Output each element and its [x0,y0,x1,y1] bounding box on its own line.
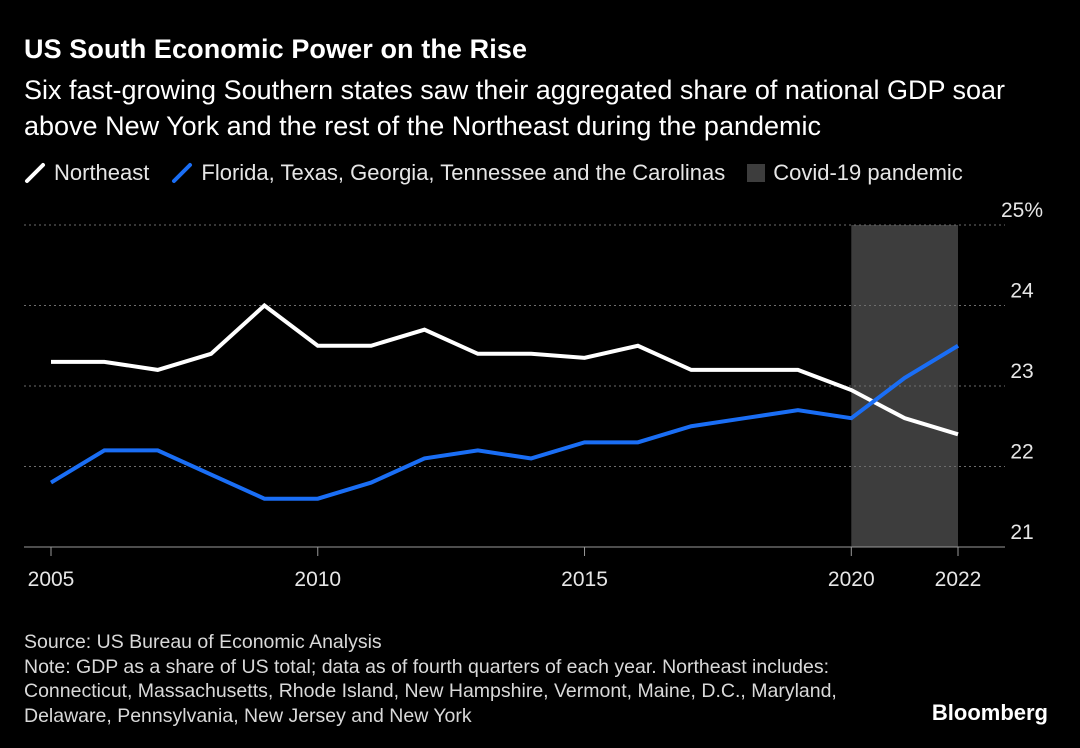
footer: Source: US Bureau of Economic Analysis N… [24,630,844,728]
source-text: Source: US Bureau of Economic Analysis [24,631,382,653]
x-tick-label-2005: 2005 [28,568,75,591]
legend-item-northeast: Northeast [24,160,149,186]
legend-line-northeast-icon [25,163,45,183]
chart-title: US South Economic Power on the Rise [24,34,528,64]
chart-subtitle: Six fast-growing Southern states saw the… [24,75,1006,141]
y-tick-label-21: 21 [1010,521,1033,544]
x-tick-label-2022: 2022 [935,568,982,591]
legend-label-pandemic: Covid-19 pandemic [773,160,963,185]
bloomberg-logo: Bloomberg [931,700,1048,725]
y-tick-label-22: 22 [1010,441,1033,464]
legend-item-south: Florida, Texas, Georgia, Tennessee and t… [171,160,725,186]
x-tick-label-2020: 2020 [828,568,875,591]
note-text: Note: GDP as a share of US total; data a… [24,655,837,727]
x-tick-label-2015: 2015 [561,568,608,591]
y-tick-label-24: 24 [1010,280,1034,303]
series-line-south [49,344,960,501]
legend: Northeast Florida, Texas, Georgia, Tenne… [24,158,985,188]
y-tick-label-25: 25% [1001,199,1043,222]
legend-swatch-pandemic [747,164,766,182]
y-tick-label-23: 23 [1010,360,1033,383]
legend-label-south: Florida, Texas, Georgia, Tennessee and t… [201,160,726,185]
legend-line-south-icon [172,163,193,183]
series-line-northeast [51,302,959,437]
x-tick-label-2010: 2010 [294,568,341,591]
legend-label-northeast: Northeast [54,160,150,185]
legend-item-pandemic: Covid-19 pandemic [747,160,963,186]
